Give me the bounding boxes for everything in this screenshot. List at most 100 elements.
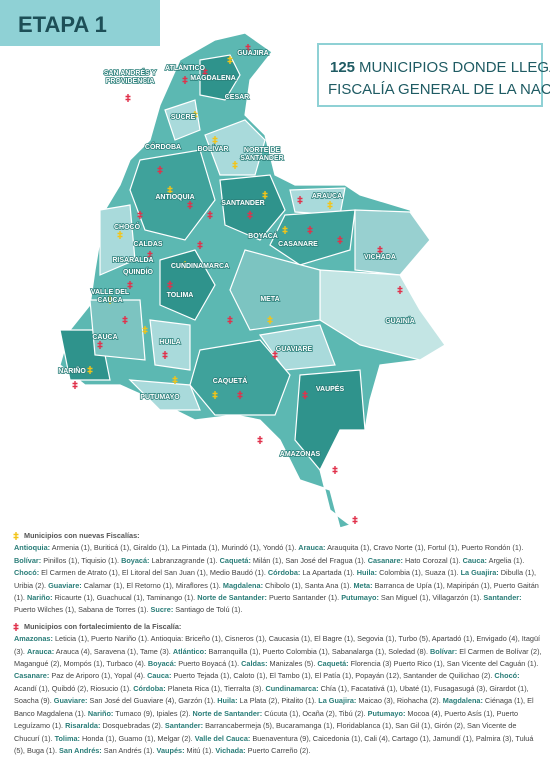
labels: GUAJIRA ATLÁNTICO MAGDALENA CESAR SAN ANDRÉS… (57, 49, 415, 459)
department (149, 319, 191, 371)
department (128, 379, 201, 411)
department (258, 324, 336, 371)
department-name: Vaupés: (156, 745, 185, 755)
department-name: Casanare: (367, 555, 403, 565)
department (229, 249, 321, 331)
department-label: TOLIMA (167, 292, 194, 299)
legend-icon (13, 532, 19, 540)
legend-title: Municipios con nuevas Fiscalías: (13, 530, 542, 542)
marker (182, 261, 188, 269)
department-name: Tolima: (54, 733, 80, 743)
department-label: CÓRDOBA (145, 142, 181, 151)
marker (167, 281, 173, 289)
department-name: La Guajira: (460, 568, 499, 578)
marker (167, 186, 173, 194)
department-label: GUAJIRA (237, 50, 269, 57)
marker (262, 191, 268, 199)
municipalities: Colombia (1), Suaza (1). (379, 568, 459, 578)
department-name: Boyacá: (121, 555, 150, 565)
marker (237, 391, 243, 399)
marker (117, 231, 123, 239)
municipalities: Puerto Carreño (2). (247, 745, 311, 755)
department-name: Arauca: (298, 543, 326, 553)
department-name: Arauca: (26, 646, 55, 656)
department-name: Antioquia: (14, 543, 51, 553)
marker (122, 316, 128, 324)
marker (157, 166, 163, 174)
marker (247, 211, 253, 219)
department-name: Bolívar: (430, 646, 458, 656)
municipalities: Puerto Wilches (1), Sabana de Torres (1)… (14, 605, 149, 615)
marker (212, 136, 218, 144)
municipalities: Chibolo (1), Santa Ana (1). (265, 580, 352, 590)
department-label: NORTE DE (244, 147, 281, 154)
municipalities: El Carmen de Atrato (1), El Litoral del … (41, 568, 266, 578)
marker (397, 286, 403, 294)
marker (257, 436, 263, 444)
marker (107, 296, 113, 304)
municipalities: Arauquita (1), Cravo Norte (1), Fortul (… (327, 543, 524, 553)
department (319, 269, 446, 361)
department-label: QUINDÍO (123, 267, 154, 276)
department-label: BOLÍVAR (198, 144, 229, 153)
marker (197, 241, 203, 249)
department-label: RISARALDA (112, 257, 153, 264)
marker (297, 196, 303, 204)
department-label: CASANARE (278, 241, 318, 248)
municipalities: Santiago de Tolú (1). (175, 605, 243, 615)
department-name: Córdoba: (267, 568, 301, 578)
regions (59, 32, 446, 528)
municipalities: Ricaurte (1), Guachucal (1), Taminango (… (54, 593, 196, 603)
department-label: ATLÁNTICO (165, 63, 205, 72)
marker (332, 466, 338, 474)
department-label: CAQUETÁ (213, 376, 248, 385)
department-name: Nariño: (26, 593, 53, 603)
marker (192, 111, 198, 119)
marker (282, 226, 288, 234)
department-name: Cauca: (462, 555, 487, 565)
marker (125, 94, 131, 102)
headline-line: FISCALÍA GENERAL DE LA NACIÓN (328, 81, 550, 98)
department-name: Bolívar: (14, 555, 42, 565)
department-name: Magdalena: (222, 580, 263, 590)
marker (147, 251, 153, 259)
marker (272, 351, 278, 359)
department-name: Santander: (164, 721, 204, 731)
marker (137, 211, 143, 219)
municipalities: Florencia (3) Puerto Rico (1), San Vicen… (350, 659, 539, 669)
municipalities: Calamar (1), El Retorno (1), Miraflores … (83, 580, 221, 590)
marker (267, 316, 273, 324)
department (164, 99, 201, 141)
department-name: Amazonas: (14, 634, 53, 644)
department-label: BOYACÁ (248, 231, 278, 240)
department-name: Vichada: (215, 745, 246, 755)
department-label: HUILA (159, 339, 180, 346)
department-name: Nariño: (87, 708, 114, 718)
department-label: SANTANDER (240, 155, 283, 162)
municipalities: Argelia (1). (488, 555, 525, 565)
marker (87, 366, 93, 374)
department-name: Putumayo: (341, 593, 379, 603)
municipalities: Labranzagrande (1). (151, 555, 218, 565)
department-name: Putumayo: (367, 708, 406, 718)
municipalities: Barranquilla (1), Puerto Colombia (1), S… (208, 646, 428, 656)
department-label: CHOCÓ (114, 222, 141, 231)
marker (377, 246, 383, 254)
department-label: VAUPÉS (316, 384, 345, 393)
municipalities: Dosquebradas (2). (102, 721, 163, 731)
department-name: Guaviare: (53, 696, 88, 706)
department-name: Caquetá: (219, 555, 251, 565)
legend: Municipios con nuevas Fiscalías: Antioqui… (13, 530, 542, 761)
department-name: Santander: (483, 593, 522, 603)
department (269, 209, 356, 266)
marker (187, 201, 193, 209)
marker (97, 341, 103, 349)
department-label: SANTANDER (221, 200, 264, 207)
municipalities: El Carmen de Bolívar (2), Magangué (2), … (14, 646, 542, 669)
department-label: CESAR (225, 94, 250, 101)
department-label: SAN ANDRÉS Y (104, 68, 157, 77)
municipalities: Maicao (3), Riohacha (2). (358, 696, 441, 706)
